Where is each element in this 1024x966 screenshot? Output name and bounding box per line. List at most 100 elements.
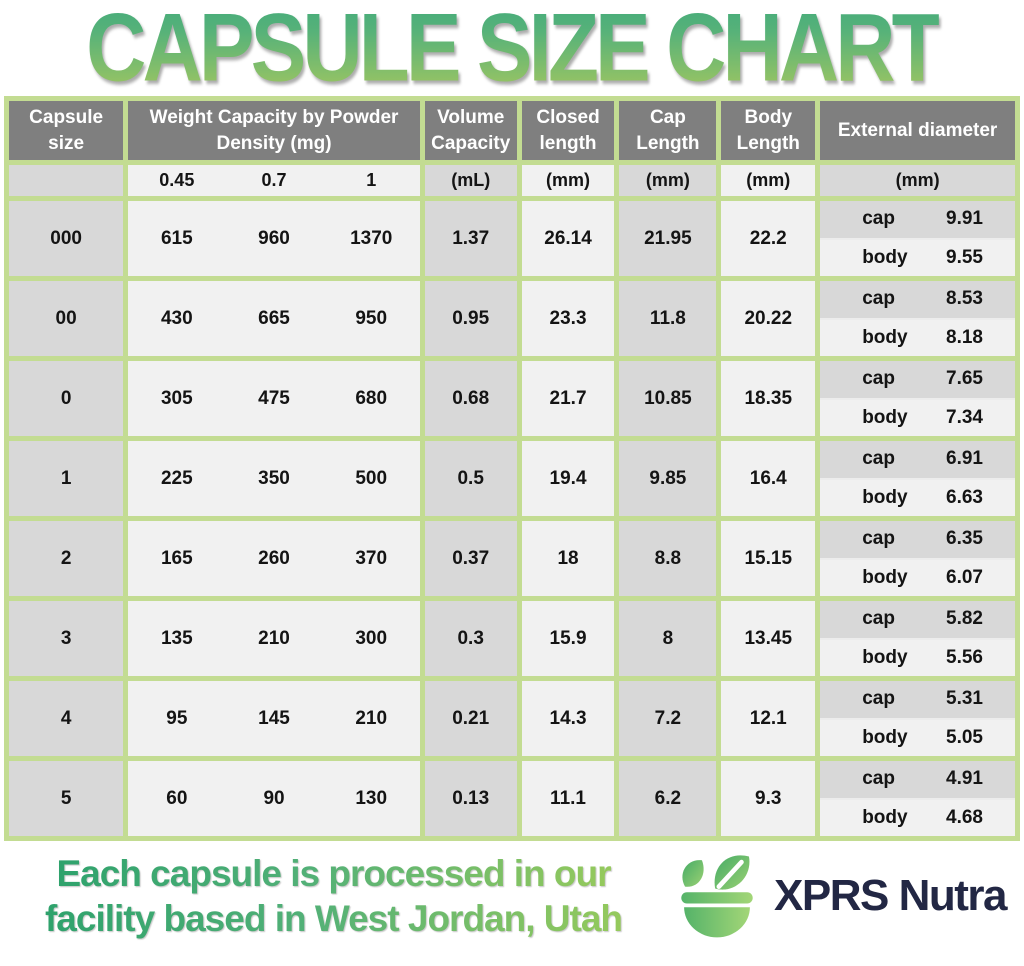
cap-length-cell: 11.8 bbox=[614, 276, 722, 361]
leaf-bowl-icon bbox=[681, 855, 753, 938]
tagline-line-1: Each capsule is processed in our bbox=[56, 851, 611, 896]
external-diameter-cell: cap 5.31 body 5.05 bbox=[815, 676, 1020, 761]
units-volume: (mL) bbox=[419, 160, 522, 201]
external-cap-row: cap 5.82 bbox=[820, 601, 1015, 640]
col-header-external-diameter: External diameter bbox=[815, 96, 1020, 165]
capsule-size-cell: 0 bbox=[3, 356, 129, 441]
closed-length-cell: 18 bbox=[516, 516, 620, 601]
weight-045-value: 135 bbox=[160, 627, 193, 649]
closed-length-cell: 23.3 bbox=[516, 276, 620, 361]
col-header-closed-length: Closed length bbox=[516, 96, 620, 165]
body-diameter-value: 6.63 bbox=[946, 486, 983, 508]
body-diameter-value: 5.05 bbox=[946, 726, 983, 748]
volume-cell: 0.5 bbox=[419, 436, 522, 521]
cap-label: cap bbox=[862, 208, 895, 230]
table-row-0: 0 305 475 680 0.68 21.7 10.85 18.35 cap … bbox=[3, 356, 1020, 441]
table-row-1: 1 225 350 500 0.5 19.4 9.85 16.4 cap 6.9… bbox=[3, 436, 1020, 521]
cap-label: cap bbox=[862, 368, 895, 390]
external-body-row: body 6.07 bbox=[820, 559, 1015, 596]
capsule-size-cell: 5 bbox=[3, 756, 129, 841]
tagline-block: Each capsule is processed in our facilit… bbox=[6, 851, 661, 941]
weight-capacity-cell: 60 90 130 bbox=[123, 756, 425, 841]
cap-label: cap bbox=[862, 768, 895, 790]
closed-length-cell: 11.1 bbox=[516, 756, 620, 841]
body-label: body bbox=[862, 646, 908, 668]
units-body: (mm) bbox=[716, 160, 821, 201]
weight-045-value: 95 bbox=[166, 707, 188, 729]
weight-07-value: 90 bbox=[263, 787, 285, 809]
external-diameter-cell: cap 6.91 body 6.63 bbox=[815, 436, 1020, 521]
col-header-volume-capacity: Volume Capacity bbox=[419, 96, 522, 165]
body-label: body bbox=[862, 566, 908, 588]
density-1: 1 bbox=[366, 170, 377, 190]
external-body-row: body 8.18 bbox=[820, 319, 1015, 356]
footer: Each capsule is processed in our facilit… bbox=[0, 841, 1024, 951]
weight-07-value: 145 bbox=[258, 707, 290, 729]
capsule-size-cell: 2 bbox=[3, 516, 129, 601]
body-diameter-value: 5.56 bbox=[946, 646, 983, 668]
col-header-cap-length: Cap Length bbox=[614, 96, 722, 165]
weight-capacity-cell: 430 665 950 bbox=[123, 276, 425, 361]
weight-045-value: 225 bbox=[160, 467, 193, 489]
closed-length-cell: 19.4 bbox=[516, 436, 620, 521]
weight-045-value: 615 bbox=[160, 227, 193, 249]
external-diameter-cell: cap 7.65 body 7.34 bbox=[815, 356, 1020, 441]
weight-capacity-cell: 165 260 370 bbox=[123, 516, 425, 601]
weight-07-value: 350 bbox=[258, 467, 290, 489]
closed-length-cell: 15.9 bbox=[516, 596, 620, 681]
closed-length-cell: 26.14 bbox=[516, 196, 620, 281]
cap-diameter-value: 5.82 bbox=[946, 608, 983, 630]
weight-1-value: 130 bbox=[355, 787, 388, 809]
weight-capacity-cell: 225 350 500 bbox=[123, 436, 425, 521]
units-density-cell: 0.45 0.7 1 bbox=[123, 160, 425, 201]
cap-label: cap bbox=[862, 608, 895, 630]
body-diameter-value: 6.07 bbox=[946, 566, 983, 588]
external-cap-row: cap 5.31 bbox=[820, 681, 1015, 720]
body-label: body bbox=[862, 486, 908, 508]
body-diameter-value: 4.68 bbox=[946, 806, 983, 828]
tagline-line-2: facility based in West Jordan, Utah bbox=[45, 896, 623, 941]
header-row: Capsule size Weight Capacity by Powder D… bbox=[3, 96, 1020, 165]
cap-diameter-value: 7.65 bbox=[946, 368, 983, 390]
volume-cell: 0.13 bbox=[419, 756, 522, 841]
external-body-row: body 5.56 bbox=[820, 639, 1015, 676]
cap-diameter-value: 5.31 bbox=[946, 688, 983, 710]
body-length-cell: 22.2 bbox=[716, 196, 821, 281]
external-cap-row: cap 9.91 bbox=[820, 201, 1015, 240]
weight-capacity-cell: 305 475 680 bbox=[123, 356, 425, 441]
volume-cell: 0.21 bbox=[419, 676, 522, 761]
weight-1-value: 1370 bbox=[350, 227, 393, 249]
body-length-cell: 9.3 bbox=[716, 756, 821, 841]
weight-07-value: 960 bbox=[258, 227, 290, 249]
body-length-cell: 20.22 bbox=[716, 276, 821, 361]
external-diameter-cell: cap 6.35 body 6.07 bbox=[815, 516, 1020, 601]
external-cap-row: cap 6.35 bbox=[820, 521, 1015, 560]
external-diameter-cell: cap 9.91 body 9.55 bbox=[815, 196, 1020, 281]
weight-capacity-cell: 95 145 210 bbox=[123, 676, 425, 761]
capsule-size-cell: 4 bbox=[3, 676, 129, 761]
weight-1-value: 500 bbox=[355, 467, 388, 489]
weight-07-value: 475 bbox=[258, 387, 290, 409]
cap-diameter-value: 6.91 bbox=[946, 448, 983, 470]
weight-07-value: 665 bbox=[258, 307, 290, 329]
table-row-3: 3 135 210 300 0.3 15.9 8 13.45 cap 5.82 … bbox=[3, 596, 1020, 681]
weight-1-value: 370 bbox=[355, 547, 388, 569]
external-diameter-cell: cap 4.91 body 4.68 bbox=[815, 756, 1020, 841]
external-diameter-cell: cap 8.53 body 8.18 bbox=[815, 276, 1020, 361]
weight-1-value: 680 bbox=[355, 387, 388, 409]
cap-length-cell: 10.85 bbox=[614, 356, 722, 441]
cap-length-cell: 9.85 bbox=[614, 436, 722, 521]
cap-label: cap bbox=[862, 448, 895, 470]
body-label: body bbox=[862, 246, 908, 268]
external-body-row: body 9.55 bbox=[820, 239, 1015, 276]
weight-07-value: 260 bbox=[258, 547, 290, 569]
brand-name: XPRS Nutra bbox=[774, 871, 1007, 920]
cap-label: cap bbox=[862, 288, 895, 310]
body-length-cell: 13.45 bbox=[716, 596, 821, 681]
volume-cell: 0.68 bbox=[419, 356, 522, 441]
external-body-row: body 5.05 bbox=[820, 719, 1015, 756]
external-cap-row: cap 4.91 bbox=[820, 761, 1015, 800]
cap-diameter-value: 4.91 bbox=[946, 768, 983, 790]
density-07: 0.7 bbox=[261, 170, 287, 190]
body-label: body bbox=[862, 326, 908, 348]
